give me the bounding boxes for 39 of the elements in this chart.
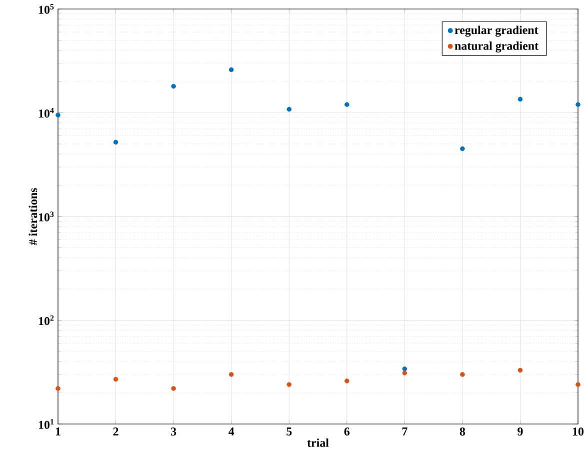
point	[113, 140, 118, 145]
y-tick-label: 10$^{4}$	[38, 108, 54, 118]
point	[56, 386, 60, 391]
x-tick-label: 1	[56, 428, 60, 436]
point	[113, 376, 118, 382]
x-tick-label: 5	[286, 428, 292, 436]
point	[344, 378, 350, 384]
point	[171, 84, 176, 89]
y-tick-label: 10$^{1}$	[38, 419, 54, 429]
x-tick-label: 7	[402, 428, 408, 436]
point	[286, 106, 292, 112]
x-tick-label: 9	[518, 428, 523, 436]
point	[460, 146, 465, 152]
point	[402, 370, 408, 376]
legend-label: regular gradient	[454, 26, 538, 37]
x-tick-label: 3	[171, 428, 176, 436]
point	[518, 96, 523, 102]
y-tick-label: 10$^{3}$	[38, 212, 54, 222]
point	[286, 382, 292, 387]
point	[460, 372, 465, 377]
point	[518, 368, 523, 373]
point	[576, 382, 580, 387]
point	[344, 102, 350, 107]
point	[171, 386, 176, 391]
x-axis-title: trial	[307, 438, 329, 447]
y-axis-title: # iterations	[28, 188, 38, 246]
y-tick-label: 10$^{5}$	[38, 4, 54, 14]
point	[402, 366, 408, 372]
x-tick-label: 2	[113, 428, 118, 436]
x-tick-label: 4	[228, 428, 234, 436]
point	[228, 67, 234, 72]
x-tick-label: 6	[344, 428, 350, 436]
point	[576, 102, 580, 107]
legend-label: natural gradient	[454, 41, 538, 52]
x-tick-label: 10	[572, 428, 584, 436]
point	[56, 112, 60, 118]
x-tick-label: 8	[460, 428, 466, 436]
y-tick-label: 10$^{2}$	[38, 315, 54, 326]
point	[228, 372, 234, 377]
